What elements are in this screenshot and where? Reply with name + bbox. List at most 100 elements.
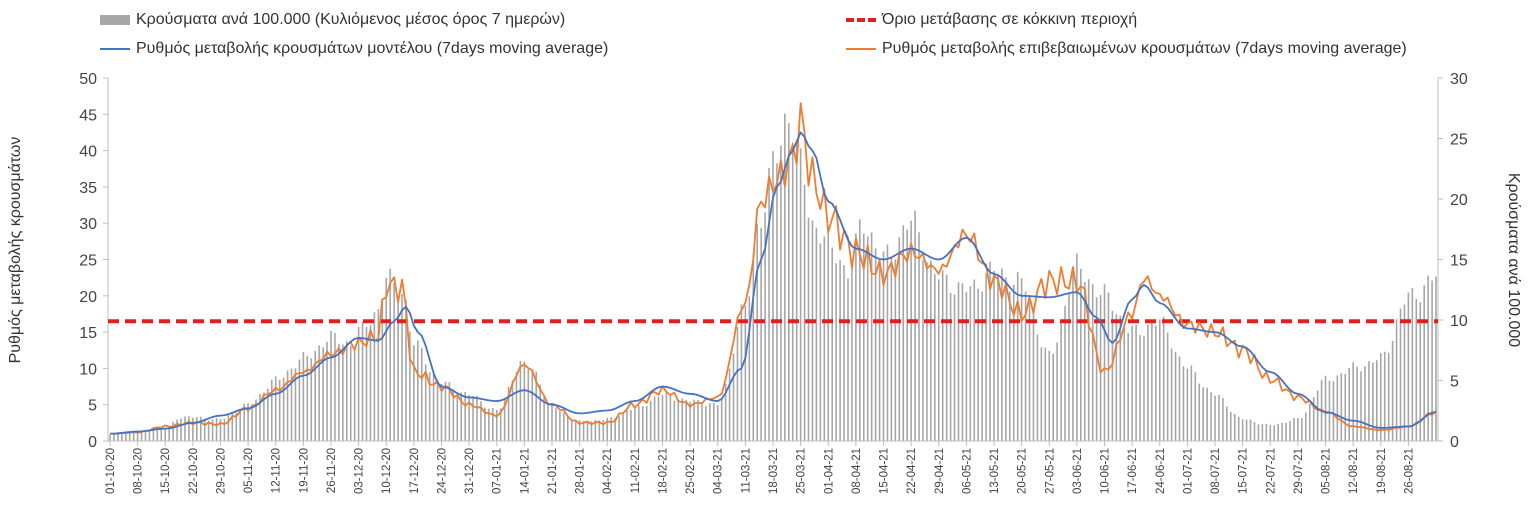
bar: [314, 350, 316, 441]
bar: [1273, 425, 1276, 441]
bar: [795, 141, 798, 442]
bar: [1091, 284, 1094, 441]
bar: [847, 278, 849, 441]
bar: [420, 347, 423, 441]
bar: [199, 416, 202, 441]
bar: [1249, 419, 1252, 441]
y-left-tick-label: 15: [79, 325, 97, 342]
bar: [791, 142, 794, 441]
bar: [1218, 394, 1220, 441]
bar: [547, 402, 549, 441]
bar: [614, 418, 616, 441]
bar: [926, 262, 928, 441]
bar: [306, 355, 309, 441]
bar: [298, 359, 301, 441]
bar: [768, 167, 770, 441]
legend-model-swatch: [100, 48, 130, 50]
bar: [886, 244, 889, 441]
x-tick-label: 25-03-21: [796, 448, 808, 494]
bar: [914, 210, 916, 441]
bar: [1143, 335, 1145, 441]
bar: [480, 401, 482, 441]
bar: [369, 325, 372, 441]
x-tick-label: 03-12-20: [354, 448, 366, 494]
bar: [1080, 268, 1082, 441]
y-right-tick-label: 30: [1450, 71, 1468, 88]
bar: [385, 277, 388, 441]
y-left-tick-label: 20: [79, 289, 97, 306]
bar: [318, 345, 320, 441]
bar: [1312, 397, 1315, 441]
bar: [748, 296, 751, 441]
bar: [1281, 422, 1283, 441]
x-tick-label: 21-01-21: [547, 448, 559, 494]
bar: [961, 283, 964, 441]
bar: [551, 404, 553, 441]
bar: [1332, 381, 1335, 441]
bar: [393, 283, 395, 441]
bar: [342, 344, 344, 441]
legend-threshold-label: Όριο μετάβασης σε κόκκινη περιοχή: [882, 11, 1138, 28]
x-tick-label: 08-07-21: [1210, 448, 1222, 494]
bar: [176, 419, 178, 441]
bar: [1155, 325, 1157, 441]
legend-confirmed-label: Ρυθμός μεταβολής επιβεβαιωμένων κρουσμάτ…: [882, 40, 1407, 57]
legend-threshold-swatch: [846, 18, 876, 22]
bar: [1230, 412, 1232, 441]
bar: [1293, 418, 1295, 441]
bar: [665, 392, 668, 441]
bar: [168, 426, 170, 441]
bar: [243, 403, 245, 441]
bar: [1301, 418, 1303, 441]
bars-layer: [109, 113, 1437, 442]
bar: [969, 286, 972, 441]
bar: [965, 291, 968, 441]
bar: [1407, 292, 1410, 441]
bar: [870, 232, 873, 441]
bar: [1226, 406, 1228, 441]
bar: [638, 405, 640, 441]
bar: [1020, 278, 1023, 441]
bar: [740, 304, 743, 441]
bar: [476, 395, 478, 441]
bar: [618, 416, 620, 441]
bar: [235, 412, 238, 441]
bar: [207, 420, 210, 441]
bar: [1241, 419, 1244, 441]
bar: [1190, 365, 1193, 441]
x-tick-label: 17-12-20: [409, 448, 421, 494]
bar: [977, 288, 980, 441]
bar: [630, 409, 632, 441]
bar: [373, 312, 376, 441]
bar: [819, 243, 822, 441]
bar: [1119, 315, 1122, 441]
bar: [1423, 285, 1425, 441]
bar: [985, 273, 987, 441]
legend-bars-swatch: [100, 15, 130, 25]
bar: [203, 418, 206, 441]
bar: [689, 401, 691, 441]
bar: [1170, 348, 1173, 441]
y-left-tick-label: 50: [79, 71, 97, 88]
bar: [732, 353, 735, 441]
y-left-axis-label: Ρυθμός μεταβολής κρουσμάτων: [7, 136, 24, 364]
bar: [906, 229, 908, 441]
bar: [653, 396, 656, 441]
bar: [823, 236, 826, 441]
bar: [1233, 413, 1236, 441]
y-right-tick-label: 20: [1450, 192, 1468, 209]
x-tick-label: 17-06-21: [1127, 448, 1139, 494]
bar: [713, 402, 715, 441]
bar: [657, 396, 660, 441]
bar: [1060, 320, 1062, 441]
bar: [440, 383, 443, 441]
bar: [227, 415, 230, 441]
bar: [270, 379, 273, 441]
bar: [1348, 368, 1350, 441]
x-tick-label: 01-10-20: [105, 448, 117, 494]
bar: [803, 184, 806, 442]
x-tick-label: 01-04-21: [823, 448, 835, 494]
y-right-tick-label: 0: [1450, 434, 1459, 451]
bar: [815, 227, 818, 441]
bar: [353, 348, 356, 441]
